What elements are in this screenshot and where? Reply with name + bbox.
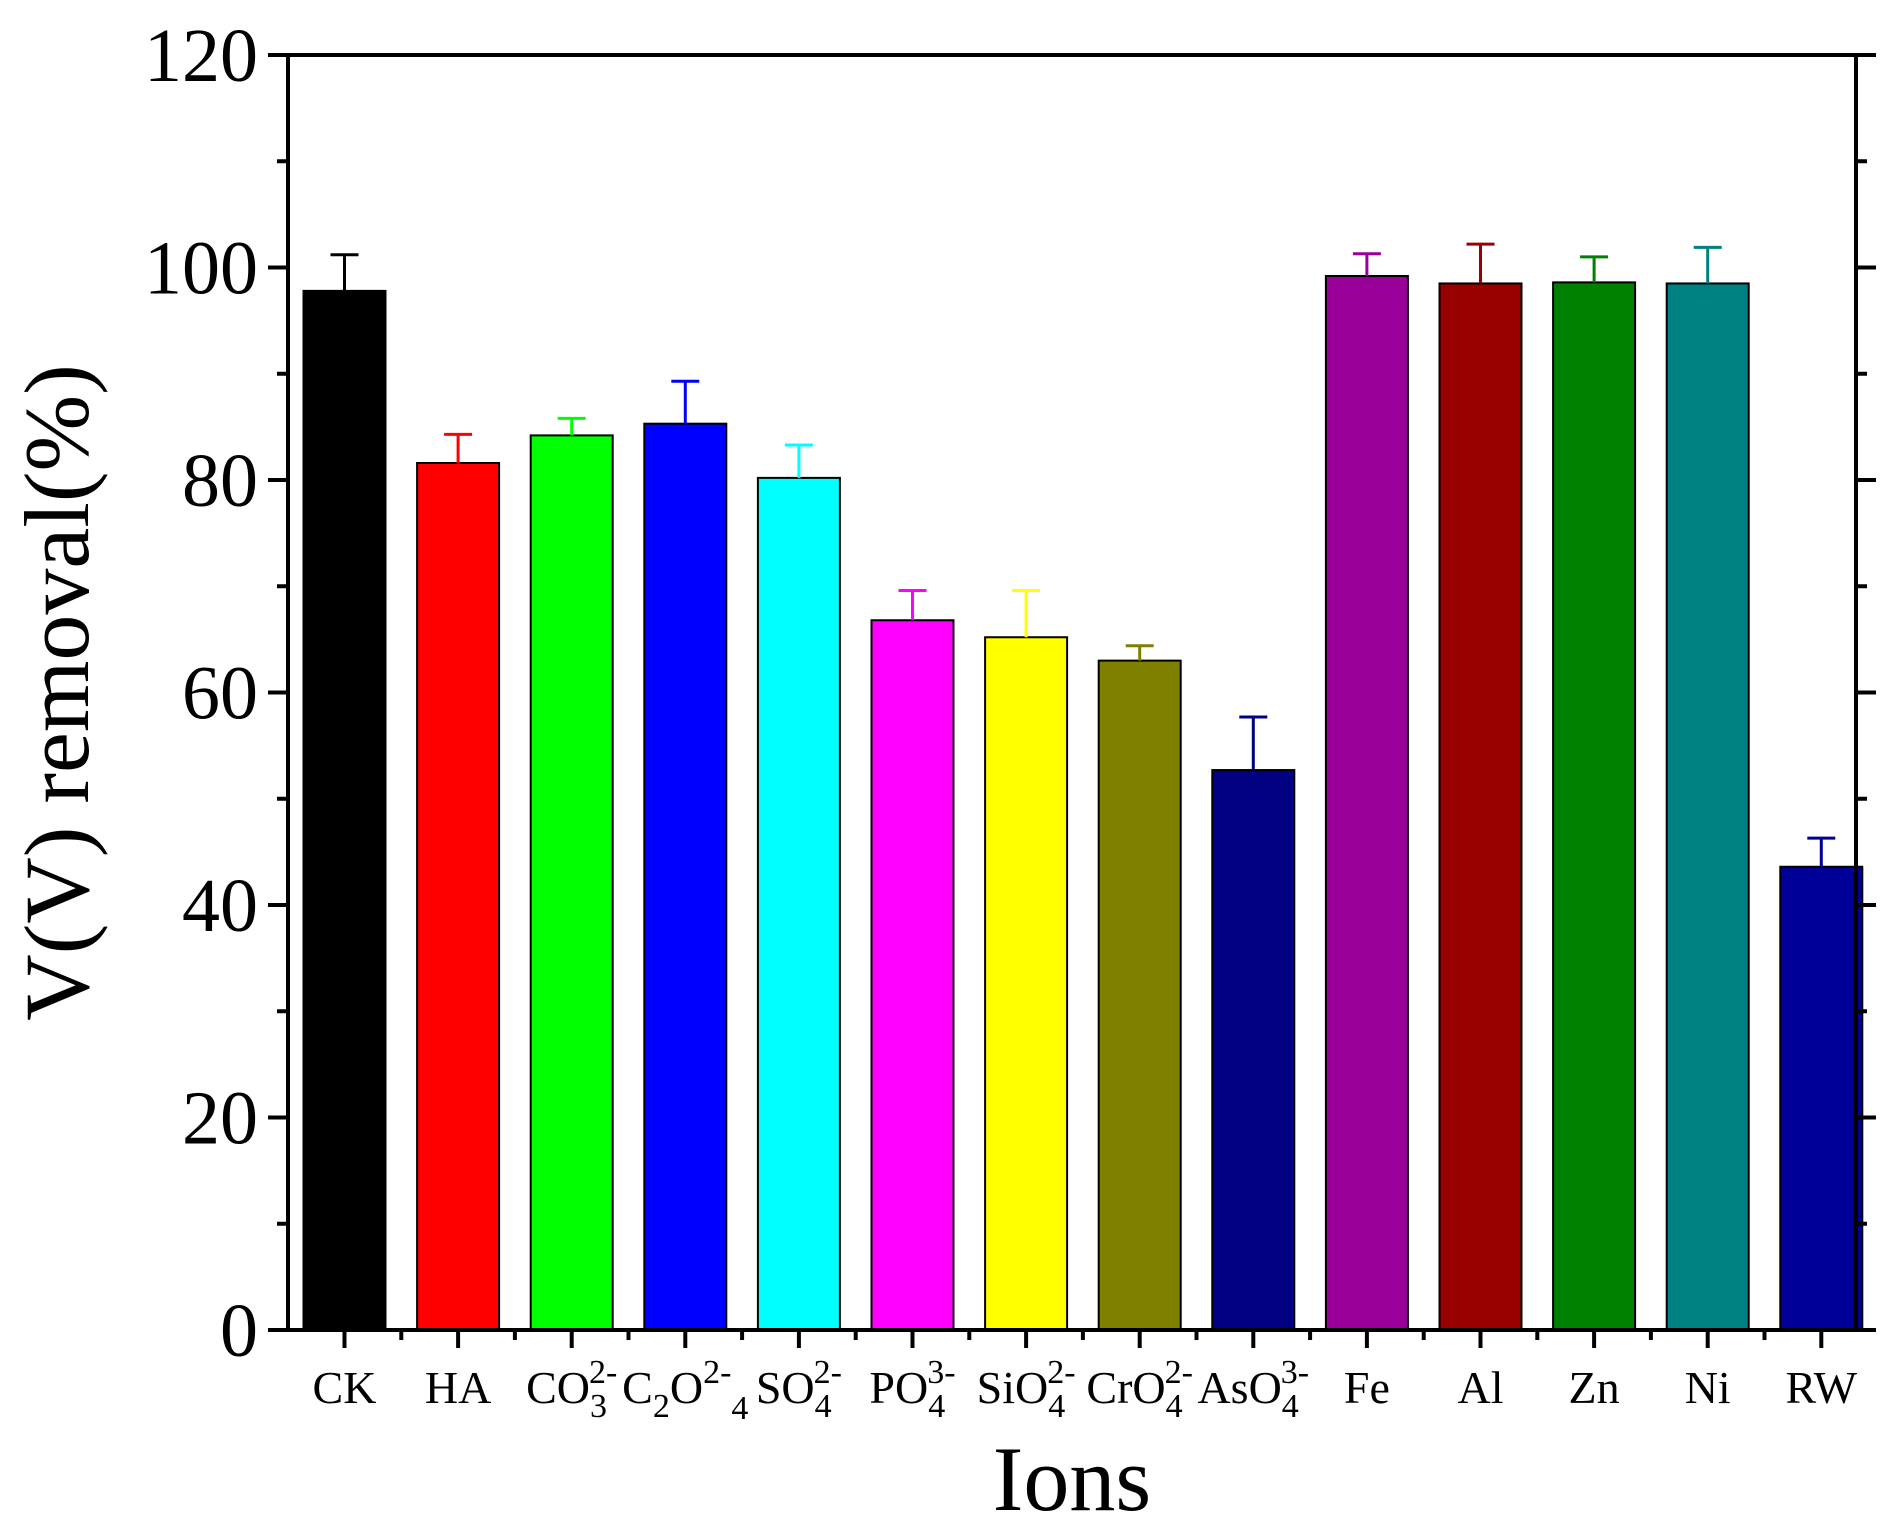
bar-so4 (756, 476, 841, 1331)
bar-aso4 (1211, 769, 1296, 1331)
y-tick-label: 20 (182, 1077, 258, 1161)
x-tick-label-al: Al (1458, 1362, 1504, 1413)
bars-layer (302, 275, 1864, 1331)
x-tick-label-ha: HA (425, 1362, 491, 1413)
y-axis-title: V(V) removal(%) (6, 364, 108, 1021)
bar-sio4 (984, 636, 1069, 1331)
y-axis: 0 20 40 60 80 100 120 (144, 14, 1876, 1373)
y-tick-label: 0 (220, 1289, 258, 1373)
bar-cro4 (1097, 659, 1182, 1331)
y-tick-label: 40 (182, 864, 258, 948)
bar-c2o4 (643, 422, 728, 1331)
bar-po4 (870, 619, 955, 1331)
x-axis-title: Ions (993, 1428, 1151, 1519)
x-tick-label-so4: SO42- (756, 1354, 842, 1425)
x-tick-label-co3: CO32- (526, 1354, 617, 1425)
x-axis: CK HA CO32- C2O2-4 SO42- PO43- SiO42- CrO42- AsO… (313, 1330, 1858, 1427)
y-tick-label: 60 (182, 652, 258, 736)
x-tick-label-ck: CK (313, 1362, 377, 1413)
bar-fe (1324, 275, 1409, 1331)
bar-rw (1779, 865, 1864, 1331)
y-tick-label: 120 (144, 14, 258, 98)
x-tick-label-c2o4: C2O2-4 (622, 1354, 748, 1427)
y-tick-label: 80 (182, 439, 258, 523)
bar-ni (1665, 282, 1750, 1331)
bar-co3 (529, 434, 614, 1331)
bar-zn (1552, 281, 1637, 1331)
bar-al (1438, 282, 1523, 1331)
x-tick-label-po4: PO43- (869, 1354, 955, 1425)
x-tick-label-sio4: SiO42- (977, 1354, 1076, 1425)
y-tick-label: 100 (144, 227, 258, 311)
x-tick-label-rw: RW (1786, 1362, 1858, 1413)
bar-ck (302, 289, 387, 1331)
x-tick-label-cro4: CrO42- (1086, 1354, 1193, 1425)
x-tick-label-fe: Fe (1344, 1362, 1390, 1413)
x-tick-label-aso4: AsO43- (1197, 1354, 1309, 1425)
x-tick-label-zn: Zn (1569, 1362, 1620, 1413)
bar-ha (416, 462, 501, 1331)
error-bars-layer (330, 242, 1836, 867)
x-tick-label-ni: Ni (1685, 1362, 1731, 1413)
